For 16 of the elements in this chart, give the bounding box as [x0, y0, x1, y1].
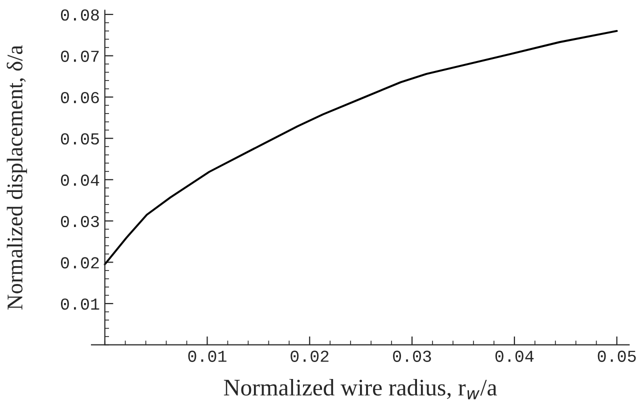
- x-tick-label: 0.03: [393, 350, 431, 362]
- x-tick-label: 0.04: [495, 350, 534, 362]
- y-tick-label: 0.07: [60, 50, 99, 62]
- x-axis-title: Normalized wire radius, r$_{w}$/a: [224, 379, 497, 400]
- y-tick-label: 0.08: [60, 9, 99, 21]
- y-tick-label: 0.04: [60, 174, 100, 186]
- line-series: [104, 30, 618, 266]
- x-tick-label: 0.01: [188, 350, 226, 362]
- y-tick-label: 0.02: [60, 257, 99, 268]
- y-tick-label: 0.01: [60, 298, 100, 310]
- y-axis-title: Normalized displacement, δ/a: [6, 45, 28, 310]
- y-tick-label: 0.03: [60, 216, 99, 228]
- x-tick-label: 0.02: [290, 350, 328, 362]
- y-tick-label: 0.05: [60, 133, 99, 145]
- x-tick-label: 0.05: [598, 350, 636, 362]
- y-tick-label: 0.06: [60, 92, 99, 104]
